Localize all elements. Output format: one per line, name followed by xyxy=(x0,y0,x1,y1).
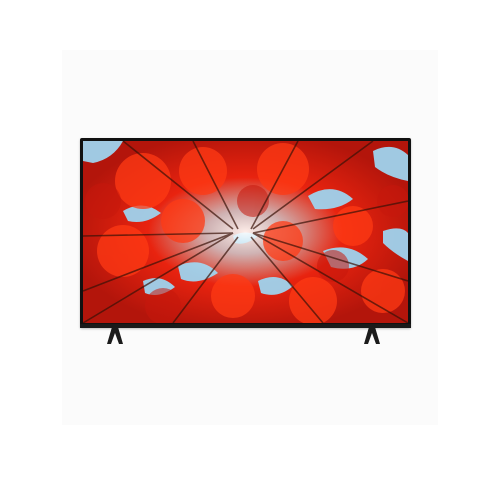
tv-bottom-frame xyxy=(80,324,411,328)
forest-canopy-image xyxy=(83,141,408,323)
tv-bezel xyxy=(80,138,411,328)
tv-right-stand-foot xyxy=(364,327,380,344)
tv-screen xyxy=(83,141,408,323)
television xyxy=(80,138,411,344)
tv-left-stand-foot xyxy=(107,327,123,344)
